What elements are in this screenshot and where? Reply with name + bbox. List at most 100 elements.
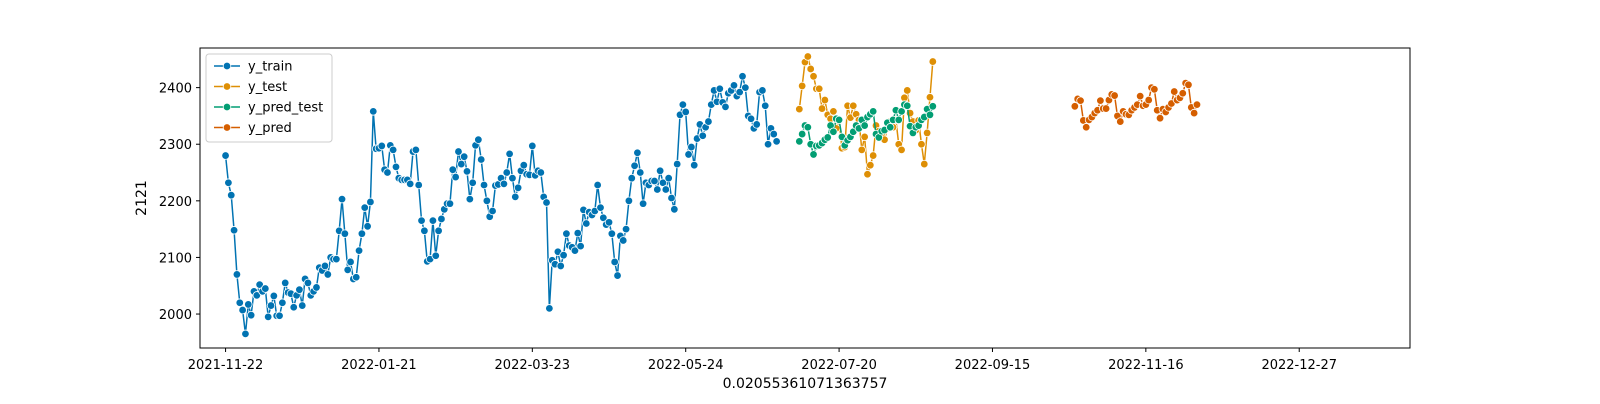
x-tick-label: 2021-11-22	[188, 358, 264, 373]
data-point	[670, 205, 679, 214]
data-point	[803, 123, 813, 132]
data-point	[241, 329, 250, 339]
data-point	[1184, 80, 1193, 89]
data-point	[269, 291, 279, 301]
data-point	[715, 84, 724, 93]
data-point	[346, 257, 355, 267]
data-point	[474, 135, 483, 144]
data-point	[545, 304, 554, 313]
data-point	[925, 93, 935, 102]
data-point	[729, 81, 739, 90]
data-point	[667, 193, 676, 203]
data-point	[232, 270, 242, 279]
data-point	[369, 107, 378, 116]
data-point	[809, 150, 818, 159]
data-point	[289, 303, 298, 312]
x-axis-label: 0.02055361071363757	[723, 376, 888, 392]
data-point	[488, 206, 497, 216]
data-point	[229, 226, 239, 235]
data-point	[630, 161, 639, 170]
data-point	[312, 283, 321, 292]
data-point	[886, 123, 895, 132]
data-point	[1189, 108, 1199, 118]
data-point	[687, 142, 696, 152]
data-point	[690, 160, 699, 170]
data-point	[627, 173, 636, 183]
data-point	[820, 95, 830, 105]
data-point	[428, 216, 438, 225]
data-point	[817, 104, 827, 113]
data-point	[746, 114, 756, 123]
data-point	[928, 57, 938, 66]
data-point	[1116, 117, 1125, 126]
data-point	[536, 168, 546, 177]
data-point	[672, 159, 682, 169]
data-point	[454, 147, 463, 156]
series-y_pred	[1070, 78, 1202, 132]
data-point	[593, 180, 602, 190]
x-tick-label: 2022-09-15	[955, 358, 1031, 373]
x-tick-label: 2022-01-21	[341, 358, 417, 373]
data-point	[303, 278, 313, 288]
data-point	[366, 197, 375, 207]
data-point	[698, 131, 707, 140]
data-point	[363, 222, 372, 231]
data-point	[684, 150, 693, 159]
data-point	[1144, 95, 1153, 105]
data-point	[922, 128, 932, 138]
data-point	[849, 101, 858, 110]
data-point	[360, 203, 369, 212]
data-point	[354, 246, 364, 255]
data-point	[613, 271, 622, 280]
data-point	[417, 216, 426, 225]
data-point	[607, 229, 617, 238]
data-point	[1096, 96, 1105, 105]
data-point	[414, 180, 423, 190]
data-point	[465, 194, 475, 204]
data-point	[1070, 102, 1080, 111]
data-point	[278, 298, 287, 307]
legend-swatch-marker	[222, 61, 232, 71]
legend-label: y_pred_test	[248, 101, 323, 116]
data-point	[624, 196, 634, 206]
data-point	[650, 176, 659, 186]
x-tick-label: 2022-05-24	[648, 358, 724, 373]
data-point	[610, 257, 619, 267]
data-point	[664, 173, 673, 183]
data-point	[437, 214, 446, 224]
data-point	[451, 172, 460, 182]
data-point	[383, 168, 392, 177]
data-point	[508, 173, 517, 183]
data-point	[596, 203, 605, 212]
data-point	[857, 145, 866, 155]
data-point	[1192, 100, 1202, 109]
legend-item-y_train: y_train	[214, 60, 292, 75]
axes-layer: 2000 2100 2200 2300 2400 2021-11-22 2022-01-21…	[159, 82, 1337, 373]
data-point	[391, 162, 401, 172]
data-point	[343, 265, 352, 275]
data-point	[337, 194, 347, 204]
data-point	[559, 250, 568, 260]
data-point	[772, 137, 781, 146]
data-point	[1135, 91, 1145, 101]
data-point	[459, 152, 469, 161]
data-point	[925, 110, 935, 119]
data-point	[323, 270, 333, 279]
data-point	[320, 261, 330, 271]
data-point	[468, 178, 477, 187]
data-point	[834, 115, 844, 125]
data-point	[604, 218, 614, 227]
data-point	[752, 120, 761, 129]
y-tick-label: 2300	[159, 138, 192, 153]
y-tick-label: 2000	[159, 308, 192, 323]
data-point	[636, 168, 645, 177]
data-point	[1150, 85, 1159, 94]
data-point	[357, 229, 367, 238]
data-point	[448, 165, 457, 174]
data-point	[528, 141, 537, 151]
data-point	[815, 84, 824, 93]
legend-label: y_train	[248, 60, 292, 75]
data-point	[653, 185, 662, 194]
